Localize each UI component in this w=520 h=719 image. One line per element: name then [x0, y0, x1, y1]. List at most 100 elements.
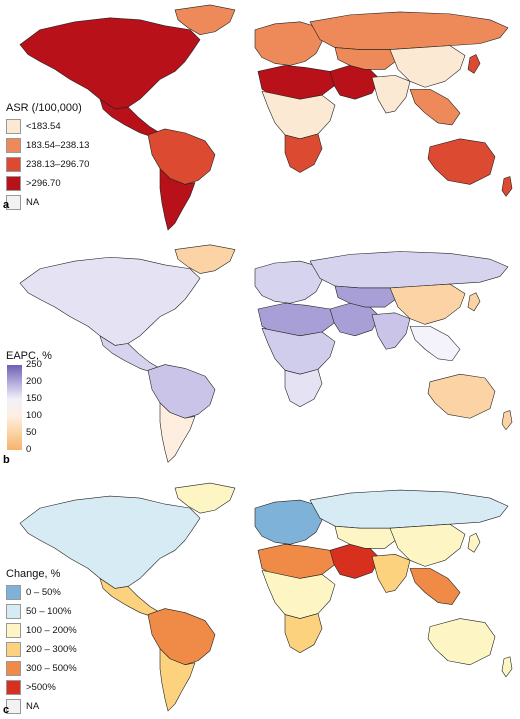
region-europe	[254, 260, 323, 304]
region-australia	[427, 373, 496, 419]
region-middle-east	[329, 65, 381, 100]
region-southern-africa	[284, 369, 323, 408]
region-north-america	[19, 256, 201, 346]
region-new-zealand	[501, 176, 513, 197]
legend-swatch	[6, 195, 21, 210]
legend-change: Change, % 0 – 50% 50 – 100% 100 – 200% 200 …	[6, 568, 77, 716]
region-australia	[427, 618, 496, 666]
legend-label: 200 – 300%	[26, 644, 77, 655]
region-central-asia	[334, 285, 399, 308]
legend-swatch	[6, 119, 21, 134]
region-south-asia	[371, 554, 411, 593]
region-russia	[309, 251, 509, 289]
region-greenland	[174, 244, 236, 274]
legend-item: <183.54	[6, 117, 89, 136]
world-map-change	[19, 482, 513, 712]
region-japan	[467, 54, 481, 74]
legend-item: >500%	[6, 678, 77, 697]
legend-item: 238.13–296.70	[6, 155, 89, 174]
map-panel-b: EAPC, % 250 200 150 100 50 0 b	[0, 240, 520, 470]
legend-tick-label: 50	[26, 427, 37, 438]
region-south-america-north	[147, 608, 216, 666]
region-south-america-south	[159, 648, 196, 712]
region-south-asia	[371, 75, 411, 114]
map-land-group	[19, 244, 513, 463]
legend-label: 0 – 50%	[26, 587, 61, 598]
legend-label: NA	[26, 701, 40, 712]
legend-tick-label: 250	[26, 359, 42, 370]
legend-item: 300 – 500%	[6, 659, 77, 678]
region-east-asia	[389, 523, 466, 567]
legend-swatch	[6, 176, 21, 191]
region-south-asia	[371, 312, 411, 350]
region-south-america-north	[147, 128, 216, 185]
map-land-group	[19, 4, 513, 231]
region-southeast-asia	[409, 325, 461, 362]
legend-title-asr: ASR (/100,000)	[6, 102, 82, 114]
panel-label-a: a	[3, 199, 10, 211]
legend-swatch	[6, 157, 21, 172]
region-middle-east	[329, 302, 381, 337]
region-southeast-asia	[409, 568, 461, 605]
region-middle-east	[329, 543, 381, 579]
legend-label: >296.70	[26, 178, 61, 189]
region-southeast-asia	[409, 88, 461, 126]
legend-swatch	[6, 585, 21, 600]
legend-label: 183.54–238.13	[26, 140, 90, 151]
panel-label-b: b	[3, 454, 10, 466]
region-new-zealand	[501, 656, 513, 678]
map-land-group	[19, 482, 513, 712]
world-map-eapc	[19, 244, 513, 463]
map-panel-a: ASR (/100,000) <183.54 183.54–238.13 238.1…	[0, 0, 520, 238]
region-south-america-south	[159, 168, 196, 231]
legend-item: 50 – 100%	[6, 602, 77, 621]
legend-item: 183.54–238.13	[6, 136, 89, 155]
region-east-asia	[389, 283, 466, 325]
region-southern-africa	[284, 613, 323, 654]
legend-swatch	[6, 642, 21, 657]
region-new-zealand	[501, 410, 513, 431]
map-panel-c: Change, % 0 – 50% 50 – 100% 100 – 200% 200 …	[0, 478, 520, 719]
legend-item: 100 – 200%	[6, 621, 77, 640]
world-map-asr	[19, 4, 513, 231]
region-greenland	[174, 4, 236, 36]
legend-item: >296.70	[6, 174, 89, 193]
legend-label: >500%	[26, 682, 56, 693]
legend-label: 300 – 500%	[26, 663, 77, 674]
legend-item: NA	[6, 697, 77, 716]
legend-label: 238.13–296.70	[26, 159, 90, 170]
panel-label-c: c	[3, 704, 10, 716]
legend-title-change: Change, %	[6, 568, 61, 580]
legend-items-change: 0 – 50% 50 – 100% 100 – 200% 200 – 300% 300 …	[6, 583, 77, 716]
region-europe	[254, 499, 323, 545]
region-east-asia	[389, 45, 466, 88]
legend-label: NA	[26, 197, 40, 208]
legend-title-eapc: EAPC, %	[6, 350, 52, 362]
region-australia	[427, 138, 496, 185]
region-japan	[467, 292, 481, 312]
region-japan	[467, 532, 481, 553]
legend-eapc: EAPC, % 250 200 150 100 50 0	[6, 350, 66, 460]
region-southern-africa	[284, 133, 323, 173]
legend-gradient-bar	[7, 365, 22, 450]
region-central-asia	[334, 47, 399, 70]
region-south-america-south	[159, 402, 196, 463]
legend-item: 0 – 50%	[6, 583, 77, 602]
region-central-asia	[334, 525, 399, 549]
region-north-america	[19, 17, 201, 110]
legend-swatch	[6, 623, 21, 638]
legend-tick-label: 200	[26, 376, 42, 387]
legend-label: 100 – 200%	[26, 625, 77, 636]
region-russia	[309, 489, 509, 529]
legend-label: 50 – 100%	[26, 606, 72, 617]
legend-swatch	[6, 699, 21, 714]
region-north-america	[19, 495, 201, 589]
region-russia	[309, 11, 509, 50]
legend-item: 200 – 300%	[6, 640, 77, 659]
legend-swatch	[6, 138, 21, 153]
legend-swatch	[6, 680, 21, 695]
region-greenland	[174, 482, 236, 514]
region-south-america-north	[147, 364, 216, 419]
legend-item: NA	[6, 193, 89, 212]
legend-swatch	[6, 661, 21, 676]
